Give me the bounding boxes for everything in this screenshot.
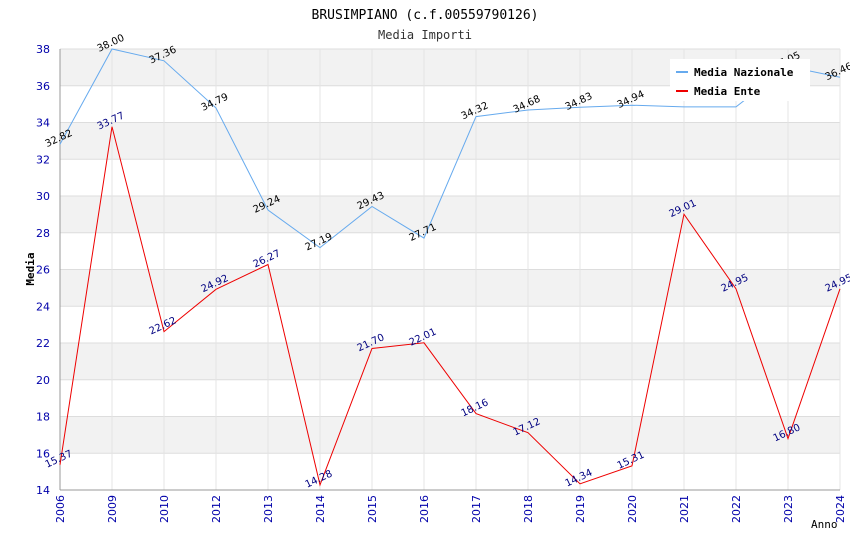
y-axis-label: Media xyxy=(24,252,37,285)
grid-band xyxy=(60,416,840,454)
chart-subtitle: Media Importi xyxy=(378,28,472,42)
y-tick-label: 18 xyxy=(36,411,50,424)
grid-band xyxy=(60,122,840,160)
chart-title: BRUSIMPIANO (c.f.00559790126) xyxy=(312,8,539,23)
series-lines xyxy=(59,48,841,487)
x-tick-label: 2022 xyxy=(730,495,743,523)
x-tick-label: 2018 xyxy=(522,495,535,523)
grid-band xyxy=(60,232,840,270)
series-line-media-ente xyxy=(59,126,841,487)
x-tick-label: 2016 xyxy=(418,495,431,523)
grid-band xyxy=(60,306,840,343)
x-tick-label: 2020 xyxy=(626,495,639,523)
grid-band xyxy=(60,453,840,490)
x-tick-label: 2009 xyxy=(106,495,119,523)
x-tick-label: 2015 xyxy=(366,495,379,523)
y-tick-label: 14 xyxy=(36,484,50,497)
grid-band xyxy=(60,343,840,380)
x-tick-label: 2017 xyxy=(470,495,483,523)
grid-band xyxy=(60,269,840,307)
x-tick-label: 2010 xyxy=(158,495,171,523)
y-tick-label: 30 xyxy=(36,190,50,203)
grid xyxy=(59,48,841,491)
grid-band xyxy=(60,196,840,233)
x-tick-label: 2006 xyxy=(54,495,67,523)
x-tick-label: 2012 xyxy=(210,495,223,523)
x-axis-label: Anno xyxy=(811,518,838,531)
x-tick-label: 2023 xyxy=(782,495,795,523)
y-tick-label: 28 xyxy=(36,227,50,240)
grid-band xyxy=(60,379,840,417)
x-tick-label: 2021 xyxy=(678,495,691,523)
y-tick-label: 20 xyxy=(36,374,50,387)
legend-box xyxy=(670,59,810,101)
series-line-media-nazionale xyxy=(59,48,841,249)
x-tick-label: 2019 xyxy=(574,495,587,523)
y-tick-label: 34 xyxy=(36,117,50,130)
y-tick-label: 22 xyxy=(36,337,50,350)
y-tick-label: 32 xyxy=(36,153,50,166)
y-tick-label: 36 xyxy=(36,80,50,93)
legend: Media Nazionale Media Ente xyxy=(670,59,810,101)
x-tick-label: 2024 xyxy=(834,495,847,523)
y-tick-label: 38 xyxy=(36,43,50,56)
legend-label: Media Ente xyxy=(694,85,761,98)
x-tick-label: 2013 xyxy=(262,495,275,523)
legend-label: Media Nazionale xyxy=(694,66,794,79)
y-tick-label: 16 xyxy=(36,447,50,460)
y-tick-label: 26 xyxy=(36,264,50,277)
x-tick-label: 2014 xyxy=(314,495,327,523)
y-tick-label: 24 xyxy=(36,300,50,313)
